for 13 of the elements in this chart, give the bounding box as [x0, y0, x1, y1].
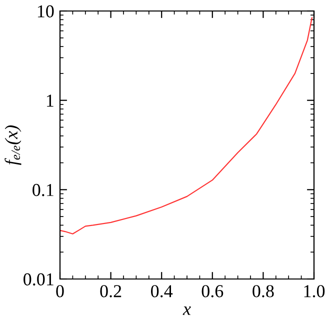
- x-tick-label: 0.4: [151, 285, 173, 298]
- y-tick-label: 0.01: [24, 273, 54, 286]
- x-tick-label: 0.2: [100, 285, 122, 298]
- x-tick-label: 0.8: [252, 285, 274, 298]
- line-series: [60, 17, 313, 234]
- y-axis-title: f$_{e/e}$(x): [4, 125, 22, 166]
- x-tick-label: 0: [56, 285, 64, 298]
- x-axis-title: x: [182, 306, 191, 315]
- y-tick-label: 0.1: [32, 184, 54, 196]
- y-tick-label: 10: [38, 5, 54, 18]
- x-tick-label: 0.6: [202, 285, 224, 298]
- x-tick-label: 1.0: [304, 285, 325, 298]
- y-tick-label: 1: [47, 94, 54, 107]
